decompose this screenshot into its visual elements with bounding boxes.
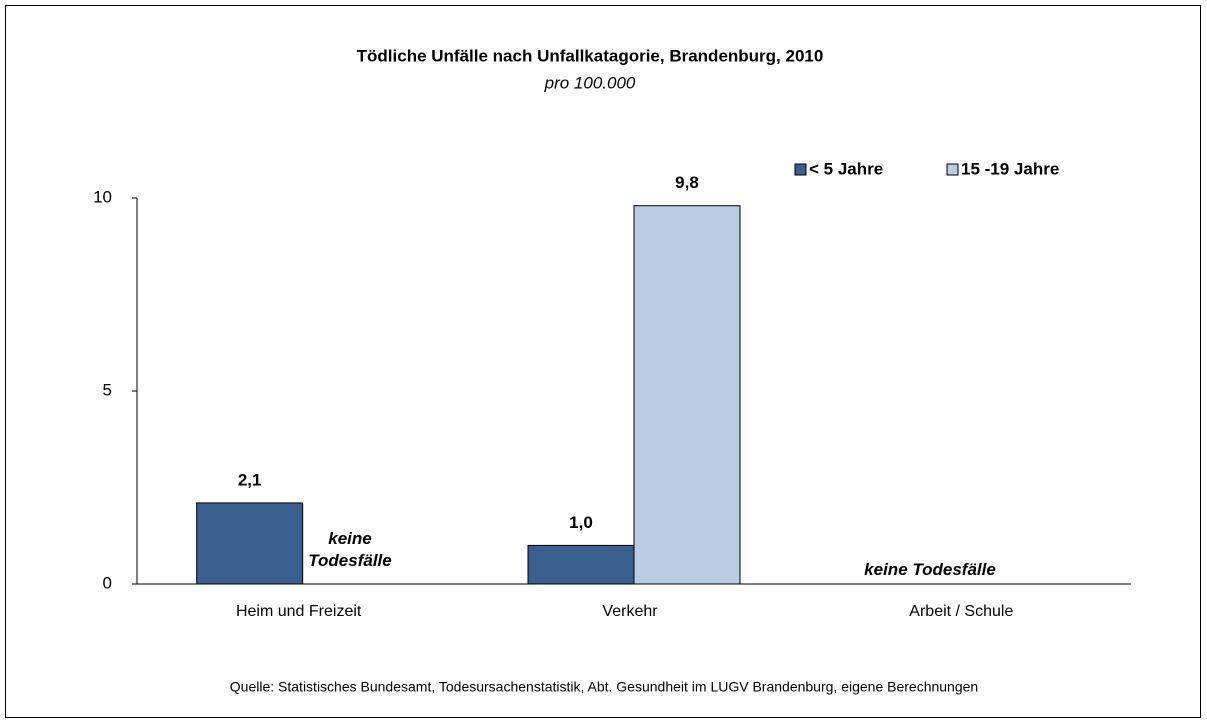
value-label: 9,8 <box>675 173 699 192</box>
chart-title: Tödliche Unfälle nach Unfallkatagorie, B… <box>357 46 824 65</box>
x-tick-label: Heim und Freizeit <box>236 603 362 620</box>
source: Quelle: Statistisches Bundesamt, Todesur… <box>230 679 978 695</box>
legend-label: < 5 Jahre <box>809 159 883 178</box>
bar <box>633 205 741 585</box>
annotation: keine Todesfälle <box>864 560 996 579</box>
y-tick-label: 0 <box>103 573 112 592</box>
y-tick-label: 5 <box>103 380 112 399</box>
value-label: 1,0 <box>569 513 593 532</box>
legend-swatch <box>794 163 807 176</box>
y-tick-label: 10 <box>93 187 112 206</box>
chart-subtitle: pro 100.000 <box>544 73 636 92</box>
annotation: keine Todesfälle <box>308 529 392 570</box>
frame <box>5 5 1201 718</box>
x-tick-label: Arbeit / Schule <box>909 603 1013 620</box>
legend-label: 15 -19 Jahre <box>961 159 1059 178</box>
x-tick-label: Verkehr <box>602 603 658 620</box>
legend-swatch <box>946 163 959 176</box>
bar <box>527 544 635 585</box>
value-label: 2,1 <box>238 470 262 489</box>
bar <box>196 502 304 585</box>
